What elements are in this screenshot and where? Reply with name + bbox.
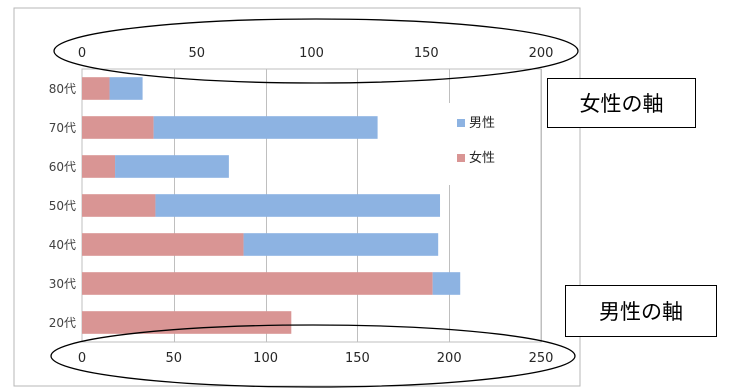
bottom-axis-tick-1: 50 (166, 351, 183, 366)
bottom-axis-tick-2: 100 (253, 351, 278, 366)
bar-1-1 (153, 116, 378, 139)
top-axis-tick-2: 100 (299, 46, 324, 61)
female-axis-callout: 女性の軸 (547, 78, 696, 128)
category-label-0: 80代 (49, 82, 76, 96)
category-label-1: 70代 (49, 121, 76, 135)
bottom-axis-tick-4: 200 (437, 351, 462, 366)
bar-6-0 (82, 311, 292, 334)
category-label-4: 40代 (49, 238, 76, 252)
bars (82, 77, 461, 334)
category-label-5: 30代 (49, 277, 76, 291)
bar-5-1 (432, 272, 461, 295)
bottom-axis-tick-0: 0 (78, 351, 86, 366)
legend-swatch-1 (457, 154, 465, 162)
category-labels: 80代 70代 60代 50代 40代 30代 20代 (49, 82, 76, 330)
top-axis-tick-1: 50 (188, 46, 205, 61)
bottom-axis: 0 50 100 150 200 250 (78, 351, 554, 366)
category-label-2: 60代 (49, 160, 76, 174)
male-axis-callout: 男性の軸 (565, 285, 717, 337)
top-axis-ellipse (53, 18, 579, 84)
bar-5-0 (82, 272, 433, 295)
bar-3-0 (82, 194, 156, 217)
legend-box (443, 103, 519, 185)
bottom-axis-ellipse (50, 324, 576, 388)
bar-2-1 (115, 155, 229, 178)
bar-2-0 (82, 155, 116, 178)
bar-1-0 (82, 116, 154, 139)
bar-3-1 (155, 194, 441, 217)
bottom-axis-tick-5: 250 (529, 351, 554, 366)
top-axis-tick-3: 150 (414, 46, 439, 61)
top-axis: 0 50 100 150 200 (78, 46, 554, 61)
legend-swatch-0 (457, 119, 465, 127)
legend-label-0: 男性 (469, 116, 495, 131)
legend-label-1: 女性 (469, 150, 495, 166)
category-label-6: 20代 (49, 316, 76, 330)
bar-4-0 (82, 233, 244, 256)
top-axis-tick-0: 0 (78, 46, 86, 61)
bar-4-1 (243, 233, 439, 256)
top-axis-tick-4: 200 (529, 46, 554, 61)
bottom-axis-tick-3: 150 (345, 351, 370, 366)
bar-0-1 (109, 77, 143, 100)
category-label-3: 50代 (49, 199, 76, 213)
bar-0-0 (82, 77, 110, 100)
